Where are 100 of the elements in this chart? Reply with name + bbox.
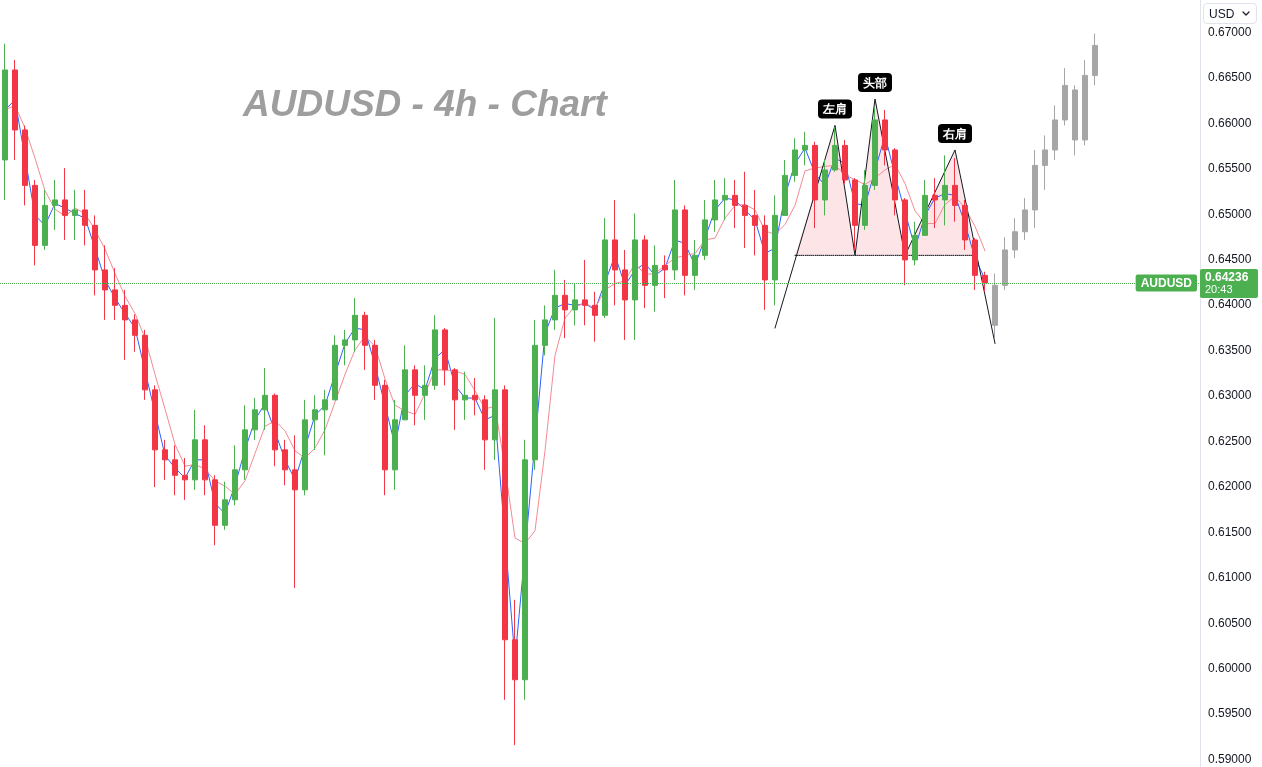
candlestick bbox=[532, 319, 538, 471]
candlestick bbox=[662, 254, 668, 299]
candlestick bbox=[132, 313, 138, 353]
candlestick bbox=[782, 159, 788, 216]
candlestick bbox=[492, 317, 498, 461]
candlestick bbox=[902, 197, 908, 286]
candlestick bbox=[642, 234, 648, 309]
candlestick bbox=[162, 439, 168, 481]
candlestick bbox=[452, 367, 458, 431]
candlestick bbox=[1012, 217, 1018, 259]
candlestick bbox=[582, 259, 588, 326]
candlestick bbox=[1042, 134, 1048, 191]
candlestick bbox=[282, 439, 288, 486]
candlestick bbox=[312, 394, 318, 451]
y-tick-label: 0.64500 bbox=[1208, 252, 1252, 266]
candlestick bbox=[372, 339, 378, 401]
candlestick bbox=[812, 141, 818, 229]
candlestick bbox=[152, 384, 158, 488]
currency-dropdown: USD bbox=[1203, 3, 1257, 24]
candlestick bbox=[402, 344, 408, 421]
y-tick-label: 0.67000 bbox=[1208, 24, 1252, 39]
candlestick bbox=[832, 126, 838, 173]
candlestick bbox=[112, 267, 118, 321]
y-tick-label: 0.61000 bbox=[1208, 570, 1252, 585]
candlestick bbox=[262, 367, 268, 431]
candlestick bbox=[592, 291, 598, 343]
candlestick bbox=[502, 384, 508, 701]
candlestick bbox=[12, 59, 18, 161]
annotation: 头部 bbox=[863, 76, 887, 91]
candlestick bbox=[612, 199, 618, 306]
y-tick-label: 0.62000 bbox=[1208, 479, 1252, 494]
candlestick bbox=[712, 179, 718, 233]
y-tick-label: 0.64000 bbox=[1208, 297, 1252, 312]
candlestick bbox=[52, 179, 58, 231]
candlestick bbox=[1082, 59, 1088, 146]
candlestick bbox=[212, 474, 218, 546]
candlestick bbox=[982, 271, 988, 293]
candlestick bbox=[72, 189, 78, 241]
candlestick bbox=[932, 177, 938, 229]
candlestick bbox=[442, 327, 448, 386]
candlestick bbox=[232, 444, 238, 506]
candlestick bbox=[222, 481, 228, 531]
candlestick bbox=[682, 204, 688, 296]
candlestick bbox=[92, 214, 98, 296]
candlestick bbox=[272, 393, 278, 467]
candlestick bbox=[872, 106, 878, 191]
candlestick bbox=[972, 237, 978, 291]
candlestick bbox=[1092, 33, 1098, 86]
text: AUDUSD - 4h - Chart bbox=[242, 83, 609, 124]
y-tick-label: 0.59500 bbox=[1208, 706, 1252, 721]
candlestick bbox=[332, 334, 338, 401]
candlestick bbox=[842, 139, 848, 185]
candlestick bbox=[722, 177, 728, 221]
candlestick bbox=[322, 389, 328, 456]
candlestick bbox=[802, 131, 808, 166]
candlestick bbox=[422, 364, 428, 421]
candlestick bbox=[82, 189, 88, 246]
candlestick bbox=[522, 439, 528, 701]
y-tick-label: 0.60000 bbox=[1208, 660, 1252, 675]
y-tick-label: 0.65000 bbox=[1208, 206, 1252, 221]
candlestick bbox=[1062, 67, 1068, 126]
candlestick bbox=[122, 289, 128, 361]
candlestick bbox=[882, 109, 888, 166]
y-axis-title: USD bbox=[1209, 6, 1235, 21]
candlestick bbox=[822, 159, 828, 216]
candlestick bbox=[622, 249, 628, 341]
candlestick bbox=[1052, 104, 1058, 161]
annotation: 左肩 bbox=[822, 102, 847, 117]
y-tick-label: 0.65500 bbox=[1208, 161, 1252, 176]
candlestick bbox=[382, 379, 388, 496]
candlestick bbox=[992, 273, 998, 339]
candlestick bbox=[862, 169, 868, 231]
candlestick bbox=[542, 304, 548, 356]
candlestick bbox=[102, 244, 108, 321]
candlestick bbox=[42, 189, 48, 251]
candlestick bbox=[252, 397, 258, 441]
candlestick bbox=[1072, 84, 1078, 156]
candlestick bbox=[922, 179, 928, 236]
y-tick-label: 0.59000 bbox=[1208, 751, 1252, 766]
candlestick bbox=[472, 377, 478, 416]
ref-line-label: AUDUSD bbox=[1140, 275, 1193, 290]
candlestick bbox=[672, 179, 678, 281]
candlestick bbox=[942, 154, 948, 226]
candlestick bbox=[242, 404, 248, 481]
candlestick bbox=[1032, 149, 1038, 229]
candlestick bbox=[562, 279, 568, 339]
candlestick bbox=[512, 599, 518, 746]
candlestick bbox=[342, 329, 348, 366]
candlestick bbox=[202, 424, 208, 496]
candlestick bbox=[912, 221, 918, 266]
y-tick-label: 0.63000 bbox=[1208, 388, 1252, 403]
candlestick bbox=[182, 457, 188, 501]
candlestick bbox=[192, 409, 198, 491]
annotation: 右肩 bbox=[942, 126, 967, 141]
candlestick bbox=[22, 124, 28, 206]
candlestick bbox=[702, 199, 708, 261]
y-tick-label: 0.61500 bbox=[1208, 524, 1252, 539]
candlestick bbox=[362, 311, 368, 371]
candlestick bbox=[1022, 197, 1028, 241]
y-tick-label: 0.66500 bbox=[1208, 70, 1252, 85]
